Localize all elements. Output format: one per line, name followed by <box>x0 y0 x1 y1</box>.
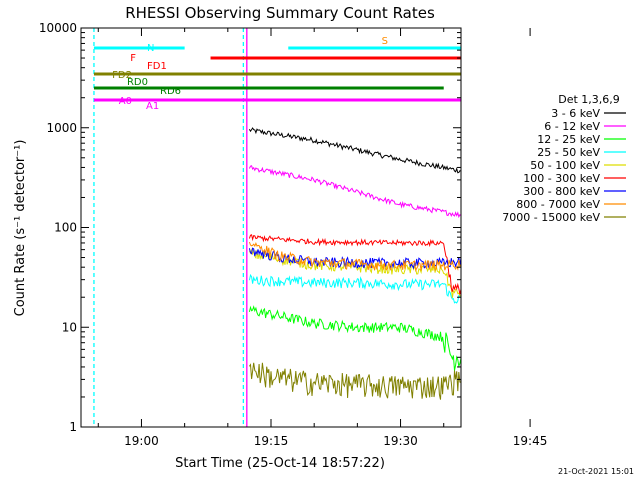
flag-label-s: S <box>382 36 388 47</box>
legend-label-8: 7000 - 15000 keV <box>502 211 600 224</box>
x-tick-label-1: 19:15 <box>254 434 289 448</box>
y-tick-label-2: 100 <box>54 221 77 235</box>
legend-label-1: 6 - 12 keV <box>544 120 600 133</box>
x-tick-label-0: 19:00 <box>124 434 159 448</box>
series-line-1 <box>248 165 461 219</box>
x-axis-label: Start Time (25-Oct-14 18:57:22) <box>175 456 385 471</box>
legend-label-7: 800 - 7000 keV <box>516 198 600 211</box>
series-line-8 <box>248 362 461 400</box>
flag-label-a1: A1 <box>146 101 159 112</box>
y-tick-label-1: 10 <box>62 320 77 334</box>
x-tick-label-2: 19:30 <box>383 434 418 448</box>
series-line-4 <box>248 247 461 298</box>
flag-label-fd2: FD2 <box>112 70 132 81</box>
flag-label-rd6: RD6 <box>160 86 181 97</box>
flag-label-a0: A0 <box>119 96 132 107</box>
flag-label-rd0: RD0 <box>127 77 148 88</box>
series-line-3 <box>248 273 461 304</box>
series-line-7 <box>248 241 461 273</box>
legend-label-5: 100 - 300 keV <box>523 172 600 185</box>
x-tick-label-3: 19:45 <box>513 434 548 448</box>
legend-label-2: 12 - 25 keV <box>537 133 600 146</box>
flag-label-f: F <box>130 53 136 64</box>
series-line-0 <box>248 127 461 174</box>
y-tick-label-4: 10000 <box>39 21 77 35</box>
y-tick-label-3: 1000 <box>46 121 77 135</box>
plot-area <box>93 28 461 427</box>
legend-label-3: 25 - 50 keV <box>537 146 600 159</box>
legend-title: Det 1,3,6,9 <box>558 93 620 106</box>
series-line-5 <box>248 234 461 295</box>
series-line-2 <box>248 305 461 371</box>
legend-label-0: 3 - 6 keV <box>551 107 600 120</box>
date-stamp: 21-Oct-2021 15:01 <box>558 467 634 476</box>
flag-label-fd1: FD1 <box>147 61 167 72</box>
legend-label-4: 50 - 100 keV <box>530 159 600 172</box>
y-tick-label-0: 1 <box>69 420 77 434</box>
legend-label-6: 300 - 800 keV <box>523 185 600 198</box>
chart-title: RHESSI Observing Summary Count Rates <box>125 4 435 22</box>
y-axis-label: Count Rate (s⁻¹ detector⁻¹) <box>13 140 28 317</box>
flag-label-n: N <box>147 43 154 54</box>
